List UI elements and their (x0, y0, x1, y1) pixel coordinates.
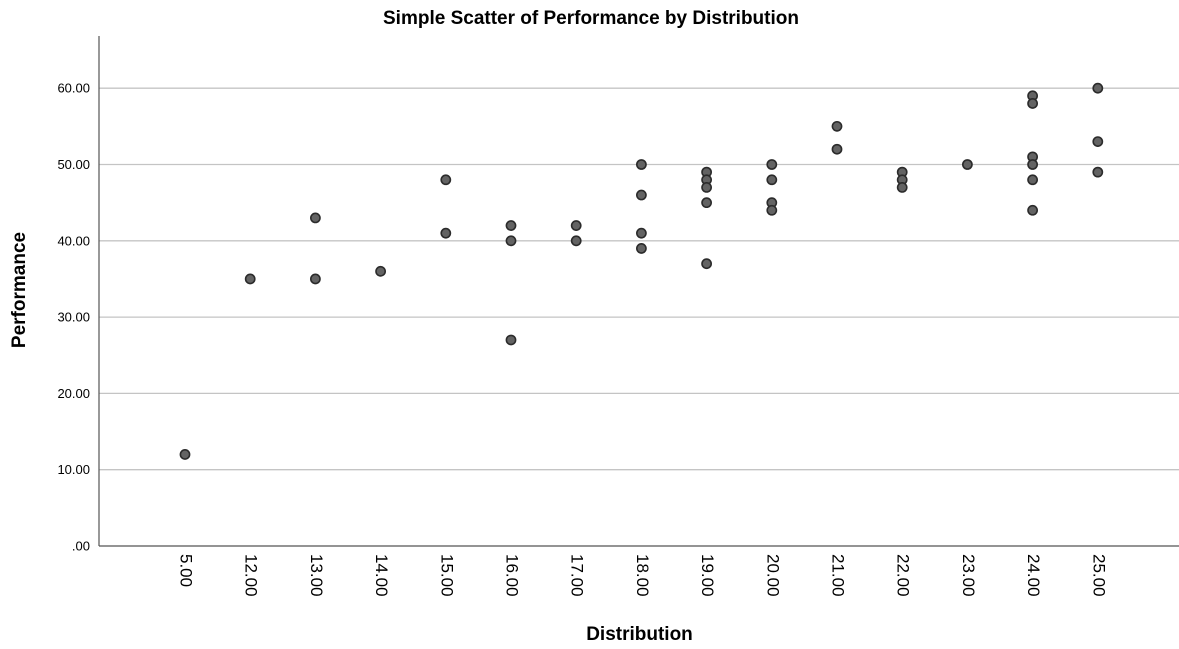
data-point (766, 159, 778, 170)
data-point (375, 265, 386, 277)
x-tick-label: 20.00 (763, 554, 782, 597)
data-point (1027, 98, 1038, 109)
data-point (440, 174, 452, 186)
data-point (701, 197, 712, 209)
data-point (896, 181, 908, 193)
data-point (309, 212, 321, 224)
x-tick-label: 25.00 (1089, 554, 1108, 597)
data-point (701, 258, 712, 270)
data-point (440, 227, 452, 239)
x-tick-label: 16.00 (503, 554, 522, 597)
x-tick-label: 17.00 (568, 554, 587, 597)
x-tick-label: 13.00 (307, 554, 326, 597)
x-tick-label: 12.00 (242, 554, 261, 597)
y-tick-label: 50.00 (57, 157, 90, 172)
x-tick-label: 23.00 (959, 554, 978, 597)
data-point (636, 159, 647, 170)
data-point (505, 334, 517, 346)
data-point (570, 220, 582, 231)
data-point (1027, 204, 1038, 216)
data-point (179, 449, 191, 460)
data-point (505, 235, 517, 247)
data-point (1092, 166, 1104, 178)
x-tick-label: 15.00 (437, 554, 456, 597)
data-point (1092, 82, 1104, 94)
y-tick-label: 10.00 (57, 462, 90, 477)
y-tick-label: 30.00 (57, 310, 90, 325)
x-tick-label: 21.00 (829, 554, 848, 597)
gridlines (99, 87, 1179, 471)
data-point (636, 227, 647, 239)
data-point (766, 204, 778, 216)
axes (98, 36, 1179, 547)
x-tick-label: 19.00 (698, 554, 717, 597)
data-point (1092, 136, 1104, 148)
x-tick-label: 18.00 (633, 554, 652, 597)
x-tick-label: 22.00 (894, 554, 913, 597)
x-tick-labels: 5.00 12.00 13.00 14.00 15.00 16.00 17.00 18.00 1… (177, 554, 1109, 597)
data-point (636, 189, 647, 201)
data-point (309, 273, 321, 285)
x-axis-label: Distribution (586, 624, 693, 645)
y-tick-label: 40.00 (57, 233, 90, 248)
data-point (1027, 159, 1038, 170)
y-tick-label: .00 (72, 539, 90, 554)
data-point (505, 220, 517, 231)
y-tick-label: 20.00 (57, 386, 90, 401)
data-point (701, 181, 712, 193)
chart-title: Simple Scatter of Performance by Distrib… (383, 8, 799, 29)
data-point (244, 273, 256, 285)
data-point (570, 235, 582, 247)
y-tick-labels: .00 10.00 20.00 30.00 40.00 50.00 60.00 (57, 81, 90, 554)
x-tick-label: 24.00 (1024, 554, 1043, 597)
y-tick-label: 60.00 (57, 81, 90, 96)
data-point (1027, 174, 1038, 186)
x-tick-label: 14.00 (372, 554, 391, 597)
data-point (962, 159, 973, 170)
data-points (179, 82, 1104, 460)
data-point (831, 120, 843, 132)
x-tick-label: 5.00 (177, 554, 196, 587)
data-point (636, 243, 647, 254)
data-point (766, 174, 778, 186)
data-point (831, 143, 843, 155)
